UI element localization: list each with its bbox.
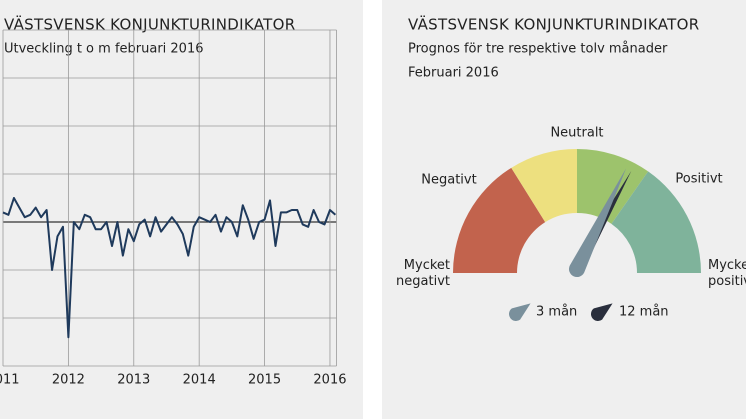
- x-tick-label: 2014: [183, 373, 216, 388]
- segment-label: Mycket positivt: [708, 258, 746, 289]
- left-panel: [0, 0, 363, 419]
- legend-label: 3 mån: [536, 305, 577, 320]
- data-line: [2, 197, 337, 339]
- legend-swatch: [590, 303, 613, 322]
- needle: [569, 168, 627, 278]
- legend-label: 12 mån: [619, 305, 669, 320]
- segment-label: Positivt: [675, 172, 722, 187]
- center-label: Neutralt: [550, 126, 603, 141]
- gauge-segment: [511, 149, 577, 223]
- gauge-segment: [611, 171, 701, 273]
- chart-subtitle: Prognos för tre respektive tolv månader: [408, 42, 668, 57]
- x-tick-label: 2016: [313, 373, 346, 388]
- legend-swatch: [509, 303, 531, 321]
- gauge-segment: [577, 149, 649, 224]
- gauge-segment: [453, 167, 546, 273]
- x-tick-label: 2013: [117, 373, 150, 388]
- chart-subtitle: Februari 2016: [408, 66, 499, 81]
- segment-label: Negativt: [421, 173, 476, 188]
- chart-title: VÄSTSVENSK KONJUNKTURINDIKATOR: [4, 15, 295, 34]
- segment-label: Mycket negativt: [396, 258, 450, 289]
- x-tick-label: 2011: [0, 373, 20, 388]
- chart-title: VÄSTSVENSK KONJUNKTURINDIKATOR: [408, 15, 699, 34]
- x-tick-label: 2012: [52, 373, 85, 388]
- x-tick-label: 2015: [248, 373, 281, 388]
- chart-subtitle: Utveckling t o m februari 2016: [4, 42, 204, 57]
